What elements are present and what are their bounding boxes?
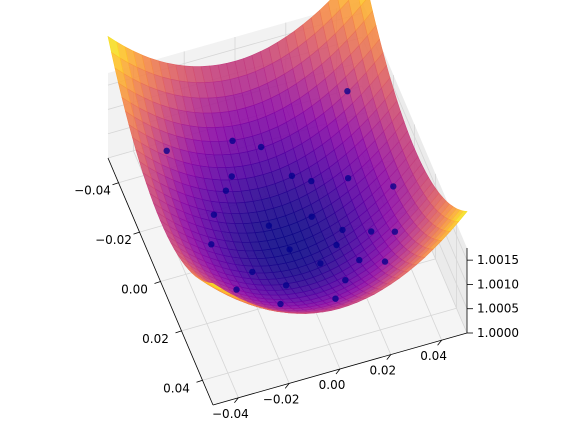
scatter-point	[317, 260, 324, 267]
scatter-point	[265, 222, 273, 229]
y-tick-label: 0.04	[163, 381, 190, 395]
scatter-point	[390, 183, 397, 190]
z-tick-label: 1.0005	[477, 302, 519, 316]
scatter-point	[381, 258, 389, 265]
scatter-point	[333, 241, 340, 249]
scatter-point	[344, 88, 351, 95]
y-tick-mark	[175, 330, 182, 334]
y-tick-label: 0.02	[142, 332, 169, 346]
y-tick-mark	[196, 379, 203, 383]
x-tick-label: 0.00	[319, 378, 346, 392]
scatter-point	[257, 143, 265, 151]
scatter-point	[288, 172, 296, 179]
scatter-point	[342, 277, 349, 284]
scatter-point	[308, 177, 315, 185]
y-tick-mark	[154, 281, 161, 284]
scatter-point	[356, 256, 363, 264]
y-tick-mark	[133, 231, 140, 235]
scatter-point	[344, 175, 352, 182]
x-tick-mark	[234, 397, 239, 404]
scatter-point	[308, 213, 315, 220]
scatter-point	[208, 241, 215, 248]
scatter-point	[339, 226, 346, 234]
x-tick-mark	[386, 354, 392, 360]
x-tick-mark	[335, 368, 341, 375]
y-tick-label: −0.04	[74, 184, 111, 198]
scatter-point	[368, 228, 375, 235]
scatter-point	[233, 286, 240, 293]
x-tick-mark	[284, 383, 290, 389]
scatter-point	[286, 246, 293, 253]
scatter-point	[282, 282, 290, 289]
scatter-point	[391, 228, 399, 235]
x-tick-mark	[437, 339, 442, 346]
z-tick-label: 1.0010	[477, 277, 519, 291]
z-tick-label: 1.0015	[477, 253, 519, 267]
scatter-point	[229, 137, 236, 144]
x-tick-label: −0.04	[212, 407, 249, 421]
z-tick-label: 1.0000	[477, 326, 519, 340]
scatter-point	[222, 187, 230, 194]
scatter-point	[163, 147, 170, 154]
scatter-point	[249, 268, 256, 276]
x-tick-label: 0.04	[420, 349, 447, 363]
y-tick-label: −0.02	[95, 233, 132, 247]
scatter-point	[277, 300, 284, 308]
y-tick-mark	[112, 182, 119, 186]
x-tick-label: 0.02	[369, 364, 396, 378]
scatter-point	[332, 295, 339, 302]
grid-line-y-floor	[202, 307, 457, 381]
y-tick-label: 0.00	[121, 283, 148, 297]
scatter-point	[228, 173, 235, 180]
x-tick-label: −0.02	[263, 392, 300, 406]
surface-facet	[209, 282, 222, 290]
scatter-point	[210, 211, 218, 218]
